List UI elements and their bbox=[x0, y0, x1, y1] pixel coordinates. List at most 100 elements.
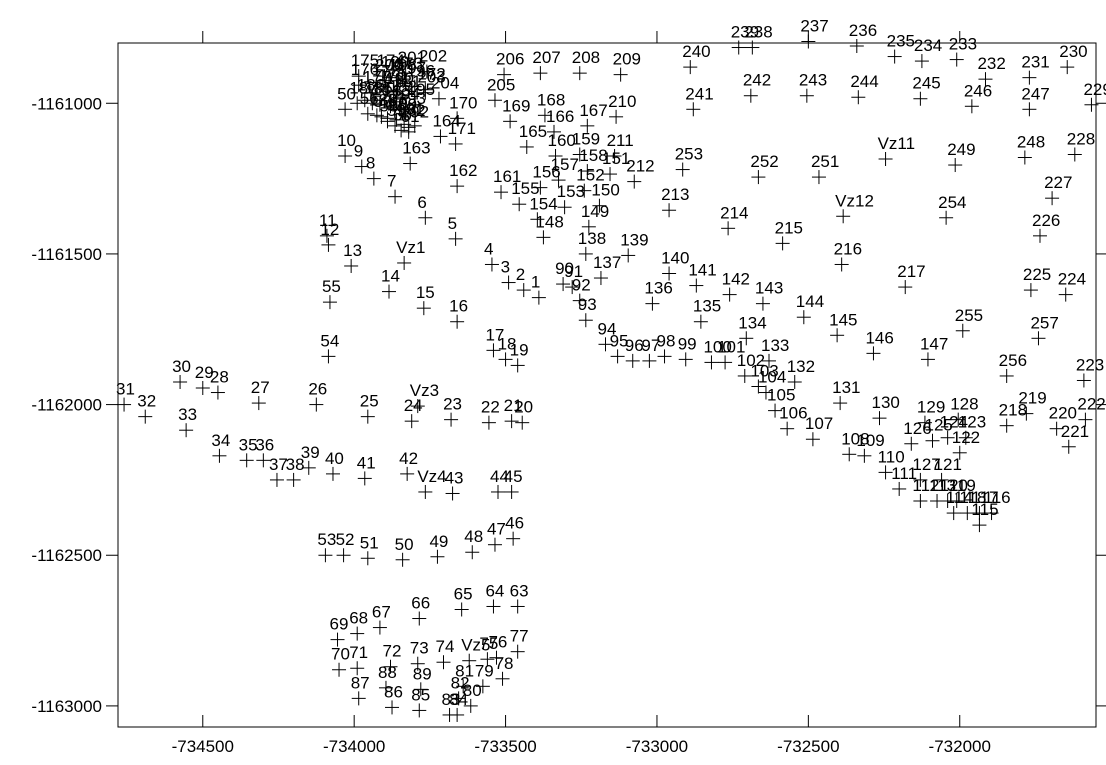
data-point: 136 bbox=[644, 279, 673, 311]
point-label: 39 bbox=[301, 443, 320, 462]
point-label: 224 bbox=[1058, 270, 1086, 289]
point-label: 253 bbox=[675, 145, 703, 164]
data-point: 204 bbox=[431, 74, 459, 106]
data-point: Vz1 bbox=[396, 238, 425, 270]
data-point: 144 bbox=[796, 292, 824, 325]
point-label: 16 bbox=[449, 297, 468, 316]
data-point: 93 bbox=[578, 295, 597, 328]
point-label: 198 bbox=[389, 56, 417, 75]
point-label: 30 bbox=[172, 357, 191, 376]
point-label: 1 bbox=[531, 273, 540, 292]
point-label: 175 bbox=[351, 51, 379, 70]
y-tick-label: -1161500 bbox=[31, 245, 102, 264]
point-label: 42 bbox=[399, 449, 418, 468]
point-label: 89 bbox=[413, 664, 432, 683]
point-label: 64 bbox=[485, 581, 504, 600]
point-label: 76 bbox=[488, 633, 507, 652]
data-point: 203 bbox=[417, 68, 446, 100]
data-point: 213 bbox=[661, 185, 689, 218]
data-point: 121 bbox=[934, 455, 962, 487]
point-label: 173 bbox=[395, 54, 423, 73]
point-label: 156 bbox=[532, 163, 560, 182]
data-point: 8 bbox=[366, 154, 381, 186]
data-point: 30 bbox=[172, 357, 191, 389]
data-point: 237 bbox=[800, 16, 829, 49]
point-label: 236 bbox=[849, 21, 877, 40]
data-point: 254 bbox=[938, 193, 966, 225]
data-point: 162 bbox=[449, 161, 477, 194]
data-point: 224 bbox=[1058, 270, 1086, 302]
data-point: 63 bbox=[510, 581, 529, 614]
point-label: 211 bbox=[607, 131, 634, 150]
point-label: 202 bbox=[419, 47, 447, 66]
point-label: 217 bbox=[897, 262, 925, 281]
data-point: 151 bbox=[602, 149, 630, 182]
point-label: 169 bbox=[502, 96, 530, 115]
point-label: 38 bbox=[286, 455, 305, 474]
plot-frame bbox=[117, 42, 1097, 728]
data-point: 129 bbox=[917, 398, 945, 430]
point-label: 164 bbox=[432, 111, 460, 130]
data-point: 198 bbox=[389, 56, 417, 88]
data-point: 152 bbox=[576, 166, 605, 198]
point-label: 257 bbox=[1030, 313, 1058, 332]
point-label: 160 bbox=[548, 131, 576, 150]
data-point: Vz3 bbox=[410, 381, 439, 414]
point-label: 238 bbox=[744, 23, 772, 42]
data-point: 195 bbox=[407, 80, 435, 112]
data-point: 7 bbox=[387, 172, 403, 204]
data-point: 248 bbox=[1017, 133, 1045, 165]
point-label: 171 bbox=[448, 119, 476, 138]
data-point: 200 bbox=[375, 56, 403, 88]
data-point: 165 bbox=[519, 122, 547, 154]
data-point: 24 bbox=[404, 396, 423, 429]
point-label: 74 bbox=[435, 637, 454, 656]
data-point: 29 bbox=[195, 363, 214, 396]
point-label: 155 bbox=[511, 179, 539, 198]
data-point: 148 bbox=[535, 212, 564, 245]
data-point: 52 bbox=[336, 530, 354, 563]
point-label: Vz3 bbox=[410, 381, 439, 400]
point-label: 128 bbox=[950, 395, 978, 414]
data-point: 125 bbox=[924, 416, 953, 448]
data-point: 235 bbox=[887, 32, 915, 64]
point-label: 78 bbox=[495, 654, 514, 673]
data-point: 133 bbox=[761, 336, 789, 368]
point-label: 252 bbox=[750, 152, 778, 171]
point-label: 31 bbox=[116, 380, 135, 399]
data-point: 206 bbox=[496, 50, 524, 82]
point-label: 14 bbox=[381, 267, 400, 286]
data-point: 155 bbox=[511, 179, 540, 212]
point-label: 139 bbox=[620, 230, 648, 249]
data-point: 220 bbox=[1049, 404, 1077, 436]
data-point: 241 bbox=[685, 84, 714, 117]
point-label: 5 bbox=[448, 214, 457, 233]
point-label: 47 bbox=[487, 520, 506, 539]
data-point: 159 bbox=[572, 129, 600, 162]
point-label: 94 bbox=[597, 319, 616, 338]
point-label: 174 bbox=[376, 51, 404, 70]
point-label: 43 bbox=[445, 468, 464, 487]
point-label: 136 bbox=[644, 279, 672, 298]
data-point: 240 bbox=[682, 42, 711, 75]
data-point: 176 bbox=[351, 60, 379, 93]
point-label: 117 bbox=[971, 488, 998, 507]
point-label: 215 bbox=[775, 218, 803, 237]
point-label: 110 bbox=[878, 447, 905, 466]
point-label: 93 bbox=[578, 295, 597, 314]
point-label: 108 bbox=[841, 429, 869, 448]
data-point: 95 bbox=[610, 331, 629, 364]
point-label: 15 bbox=[416, 283, 435, 302]
point-label: 162 bbox=[449, 161, 477, 180]
data-point: 56 bbox=[360, 89, 379, 121]
data-point: 141 bbox=[688, 261, 717, 293]
data-point: 157 bbox=[551, 155, 579, 188]
data-point: 25 bbox=[360, 392, 379, 424]
data-point: 34 bbox=[211, 431, 230, 463]
data-point: 17 bbox=[485, 325, 504, 358]
data-point: 123 bbox=[958, 413, 986, 445]
point-label: 6 bbox=[417, 193, 426, 212]
data-point: 71 bbox=[349, 643, 368, 676]
data-point: 2 bbox=[516, 265, 531, 298]
point-label: 235 bbox=[887, 32, 915, 51]
